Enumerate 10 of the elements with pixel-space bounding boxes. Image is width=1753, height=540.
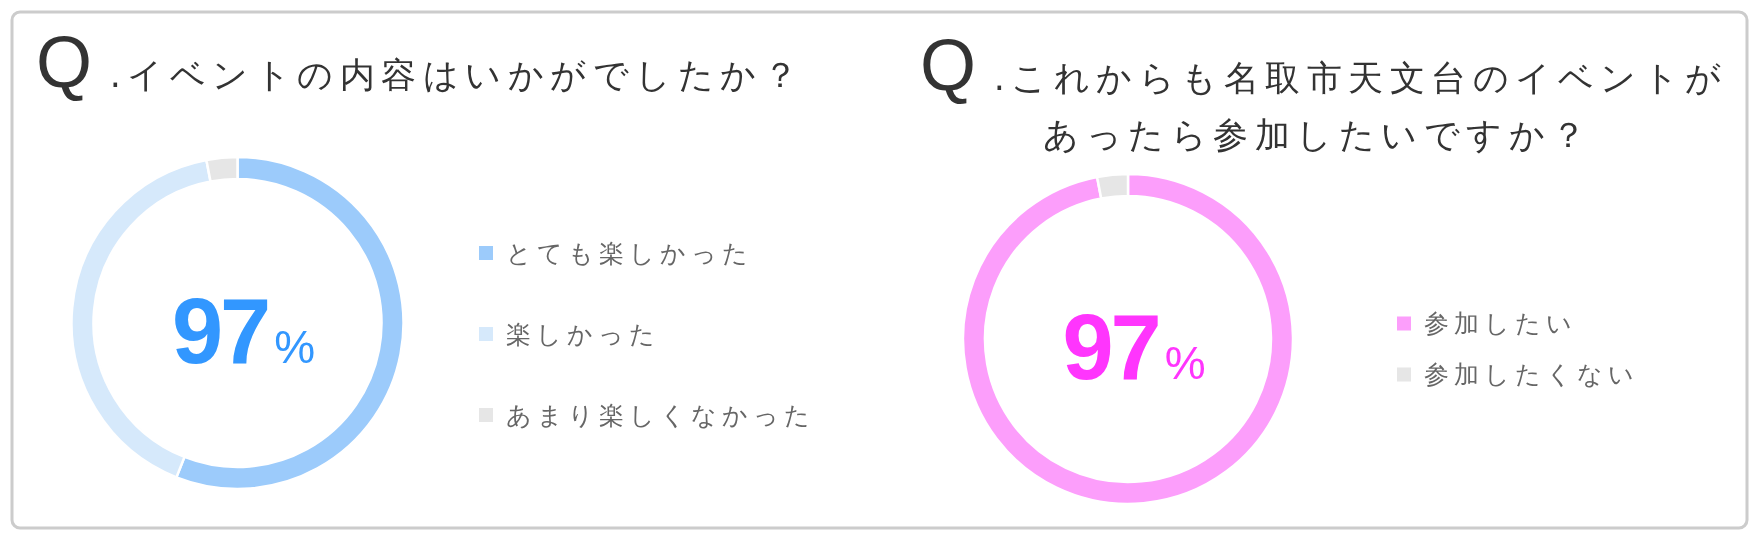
- donut-slice: [961, 172, 1295, 506]
- text: 97%: [171, 280, 316, 382]
- legend-label: 参加したい: [1424, 309, 1577, 338]
- legend-label: とても楽しかった: [506, 238, 753, 268]
- legend-label: 参加したくない: [1424, 360, 1639, 389]
- legend-label: あまり楽しくなかった: [506, 400, 815, 430]
- chart-title: Q .これからも名取市天文台のイベントがあったら参加したいですか？: [920, 25, 1728, 155]
- chart-title: Q .イベントの内容はいかがでしたか？: [36, 22, 805, 102]
- text: 97%: [1062, 296, 1206, 398]
- legend-label: 楽しかった: [506, 319, 660, 349]
